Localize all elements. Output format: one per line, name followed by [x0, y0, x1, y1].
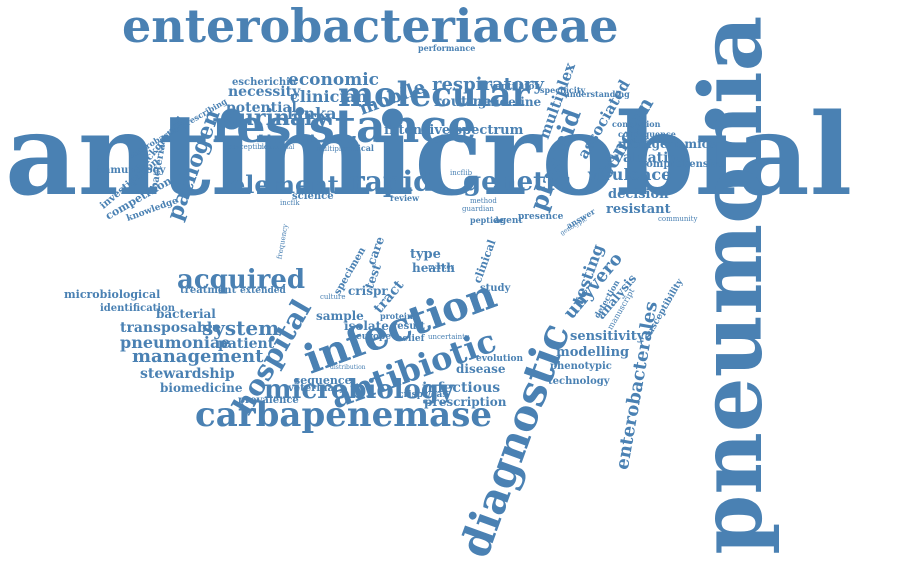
word-ventilator: ventilator [490, 81, 540, 92]
word-presence: presence [518, 211, 564, 222]
word-microbiological: microbiological [64, 288, 161, 302]
word-immunology: immunology [96, 165, 166, 176]
word-system: system [202, 316, 280, 340]
word-uncertainty: uncertainty [428, 333, 469, 342]
word-sequence: sequence [294, 374, 352, 388]
word-biomedicine: biomedicine [160, 381, 243, 396]
word-study: study [480, 283, 511, 294]
word-carbapenemase: carbapenemase [195, 394, 492, 435]
word-belief: belief [396, 333, 425, 344]
word-agent: agent [494, 215, 523, 226]
word-enterobacteriaceae: enterobacteriaceae [122, 0, 619, 54]
word-modelling: modelling [556, 344, 630, 360]
word-urinary: urinary [238, 105, 329, 132]
word-disease: disease [456, 362, 506, 377]
word-decision: decision [608, 186, 669, 202]
word-acquired: acquired [177, 265, 306, 296]
word-method: method [470, 197, 497, 206]
word-prescription: prescription [424, 395, 507, 410]
word-review: review [390, 192, 419, 203]
word-clinician: clinician [290, 87, 368, 107]
word-necessity: necessity [228, 83, 301, 100]
word-crispr: crispr [348, 284, 388, 299]
word-result: result [392, 321, 425, 332]
word-type: type [410, 246, 441, 262]
word-stewardship: stewardship [140, 365, 235, 382]
word-implementation: implementation [622, 138, 670, 146]
word-identification: identification [100, 303, 176, 314]
word-consequence: consequence [618, 128, 676, 139]
word-intensive-spectrum: intensive spectrum [384, 122, 524, 138]
word-peptide: peptide [470, 214, 504, 225]
word-bacterial: bacterial [156, 307, 216, 322]
word-sensitivity: sensitivity [570, 328, 645, 344]
word-routine: routine [434, 93, 492, 110]
word-management: management [132, 345, 264, 367]
word-pneumonia: pneumonia [681, 15, 783, 555]
word-multiple: multiple [316, 145, 346, 154]
word-microbiology: microbiology [264, 375, 455, 406]
word-critical: critical [342, 142, 374, 153]
word-conclusion: conclusion [612, 118, 661, 129]
word-understanding: understanding [564, 88, 630, 99]
word-respiratory: respiratory [432, 73, 544, 95]
word-nosocomial: nosocomial [260, 144, 295, 152]
word-comprehensive: comprehensive [640, 159, 725, 170]
word-distribution: distribution [330, 364, 366, 372]
word-frequency: frequency [275, 223, 290, 261]
word-culture: culture [320, 293, 346, 302]
word-evaluation: evaluation [606, 149, 688, 166]
word-metagenomics: metagenomics [618, 137, 716, 152]
word-health: health [412, 261, 455, 276]
word-molecular: molecular [338, 74, 530, 115]
word-antimicrobial: antimicrobial [5, 90, 853, 222]
word-extended: extended [240, 285, 286, 296]
word-resistance: resistance [212, 99, 477, 154]
word-patient: patient [218, 335, 275, 352]
word-community: community [658, 215, 698, 224]
word-crispr-cas: crispr/cas [398, 389, 448, 400]
word-incflk: incflk [280, 199, 300, 208]
word-pneumoniae: pneumoniae [120, 333, 231, 353]
word-virulence: virulence [588, 165, 672, 185]
word-genetic: genetic [463, 167, 571, 198]
word-resistant: resistant [606, 201, 671, 217]
word-science: science [292, 191, 334, 202]
word-evolution: evolution [476, 353, 524, 364]
word-protein: protein [380, 310, 413, 321]
word-incflib: incflib [450, 169, 473, 178]
word-performance: performance [418, 42, 476, 53]
word-specificity: specificity [540, 84, 586, 95]
word-infectious: infectious [422, 379, 501, 396]
word-guideline: guideline [478, 95, 542, 110]
word-guardian: guardian [462, 205, 494, 214]
word-rapid: rapid [350, 164, 433, 198]
word-phenotypic: phenotypic [550, 361, 612, 372]
word-europe: europe [356, 331, 392, 342]
word-technology: technology [548, 376, 610, 387]
word-susceptible: susceptible [228, 143, 269, 152]
word-sample: sample [316, 309, 364, 324]
word-lanka: lanka [287, 104, 337, 124]
word-veterinary: veterinary [288, 383, 346, 394]
word-economic: economic [288, 70, 380, 91]
word-treatment: treatment [180, 285, 237, 296]
word-element: element [230, 169, 339, 199]
word-isolate: isolate [344, 319, 389, 334]
word-marker: marker [428, 263, 454, 272]
word-potential: potential [226, 99, 297, 116]
word-transposable: transposable [120, 319, 222, 336]
word-prevalence: prevalence [238, 395, 299, 406]
word-escherichia: escherichia [232, 77, 297, 88]
